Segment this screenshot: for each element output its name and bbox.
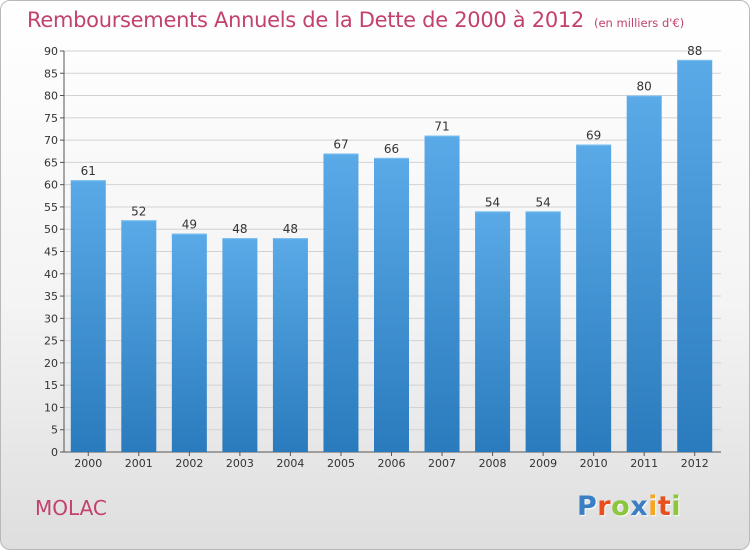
data-label: 52 <box>131 204 146 218</box>
data-label: 54 <box>535 195 550 209</box>
x-tick-label: 2011 <box>630 457 658 470</box>
y-tick-label: 75 <box>44 112 58 125</box>
commune-name: MOLAC <box>35 496 107 520</box>
x-tick-label: 2010 <box>580 457 608 470</box>
data-label: 54 <box>485 195 500 209</box>
bar-2003 <box>222 238 258 452</box>
data-labels: 61 52 49 48 48 67 66 71 54 54 69 80 88 <box>81 44 703 236</box>
x-tick-labels: 2000 2001 2002 2003 2004 2005 2006 2007 2008 2009… <box>74 457 708 470</box>
y-tick-label: 80 <box>44 90 58 103</box>
bar-2008 <box>475 211 511 452</box>
logo-letter: i <box>671 491 682 522</box>
data-label: 69 <box>586 129 601 143</box>
data-label: 66 <box>384 142 399 156</box>
chart-title: Remboursements Annuels de la Dette de 20… <box>27 8 684 32</box>
y-tick-label: 85 <box>44 67 58 80</box>
data-label: 48 <box>283 222 298 236</box>
bar-2010 <box>576 144 612 453</box>
x-tick-label: 2009 <box>529 457 557 470</box>
logo-letter: t <box>657 491 672 522</box>
y-tick-label: 45 <box>44 246 58 259</box>
bar-2012 <box>677 59 713 453</box>
y-tick-label: 60 <box>44 179 58 192</box>
bars <box>70 59 713 453</box>
bar-2005 <box>323 153 359 452</box>
x-tick-label: 2008 <box>479 457 507 470</box>
x-tick-label: 2007 <box>428 457 456 470</box>
data-label: 67 <box>333 137 348 151</box>
bar-2004 <box>272 238 308 452</box>
y-tick-labels: 0 5 10 15 20 25 30 35 40 45 50 55 60 65 70 75 80 85 90 <box>44 45 58 459</box>
y-tick-label: 50 <box>44 223 58 236</box>
logo-letter: o <box>611 491 631 522</box>
data-label: 49 <box>182 218 197 232</box>
y-tick-label: 55 <box>44 201 58 214</box>
y-tick-label: 20 <box>44 357 58 370</box>
y-tick-label: 5 <box>51 424 58 437</box>
bar-2011 <box>626 95 662 453</box>
y-tick-label: 0 <box>51 446 58 459</box>
y-tick-label: 10 <box>44 401 58 414</box>
proxiti-logo: Proxiti <box>577 491 681 522</box>
data-label: 88 <box>687 44 702 58</box>
y-tick-label: 70 <box>44 134 58 147</box>
bar-2000 <box>70 180 106 452</box>
chart-title-text: Remboursements Annuels de la Dette de 20… <box>27 8 584 32</box>
y-tick-label: 25 <box>44 335 58 348</box>
y-tick-label: 40 <box>44 268 58 281</box>
data-label: 71 <box>434 120 449 134</box>
x-tick-label: 2002 <box>175 457 203 470</box>
logo-letter: x <box>630 491 649 522</box>
y-tick-label: 30 <box>44 312 58 325</box>
x-tick-label: 2001 <box>125 457 153 470</box>
bar-2007 <box>424 135 460 452</box>
y-tick-label: 15 <box>44 379 58 392</box>
bar-2006 <box>374 157 409 452</box>
x-tick-label: 2004 <box>276 457 304 470</box>
y-tick-label: 90 <box>44 45 58 58</box>
x-tick-label: 2000 <box>74 457 102 470</box>
logo-letter: r <box>597 491 612 522</box>
bar-2009 <box>525 211 561 452</box>
bar-2002 <box>171 233 207 452</box>
y-tick-label: 35 <box>44 290 58 303</box>
x-tick-label: 2006 <box>378 457 406 470</box>
y-tick-label: 65 <box>44 156 58 169</box>
x-tick-label: 2012 <box>681 457 709 470</box>
data-label: 80 <box>637 80 652 94</box>
chart-unit: (en milliers d'€) <box>594 16 685 30</box>
bar-2001 <box>121 220 157 452</box>
logo-letter: i <box>648 491 658 522</box>
x-tick-label: 2003 <box>226 457 254 470</box>
logo-letter: P <box>577 491 598 522</box>
data-label: 61 <box>81 164 96 178</box>
x-tick-label: 2005 <box>327 457 355 470</box>
data-label: 48 <box>232 222 247 236</box>
